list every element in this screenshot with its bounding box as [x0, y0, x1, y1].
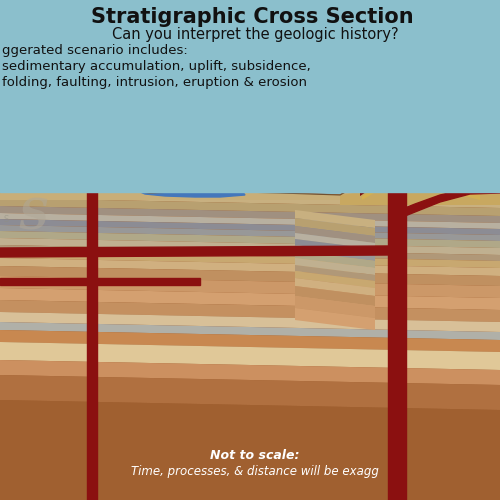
Text: ggerated scenario includes:: ggerated scenario includes: — [2, 44, 188, 57]
Polygon shape — [295, 271, 375, 288]
Polygon shape — [0, 278, 200, 285]
Polygon shape — [0, 213, 500, 229]
Polygon shape — [0, 276, 500, 298]
Polygon shape — [362, 163, 480, 200]
Polygon shape — [388, 152, 406, 500]
Polygon shape — [400, 187, 500, 218]
Polygon shape — [0, 206, 500, 223]
Polygon shape — [360, 156, 480, 196]
Polygon shape — [0, 246, 390, 257]
Polygon shape — [295, 233, 375, 249]
Polygon shape — [295, 251, 375, 268]
Text: sedimentary accumulation, uplift, subsidence,: sedimentary accumulation, uplift, subsid… — [2, 60, 311, 73]
Text: S: S — [4, 215, 9, 224]
Text: Stratigraphic Cross Section: Stratigraphic Cross Section — [90, 7, 413, 27]
Polygon shape — [0, 330, 500, 352]
Polygon shape — [295, 278, 375, 296]
Polygon shape — [0, 266, 500, 286]
Polygon shape — [295, 286, 375, 306]
Polygon shape — [0, 231, 500, 248]
Polygon shape — [0, 375, 500, 410]
Polygon shape — [138, 190, 245, 197]
Polygon shape — [0, 0, 500, 192]
Polygon shape — [295, 210, 375, 228]
Polygon shape — [0, 360, 500, 385]
Polygon shape — [295, 239, 375, 255]
Polygon shape — [0, 219, 500, 235]
Polygon shape — [0, 154, 500, 200]
Text: Can you interpret the geologic history?: Can you interpret the geologic history? — [112, 27, 399, 42]
Text: folding, faulting, intrusion, eruption & erosion: folding, faulting, intrusion, eruption &… — [2, 76, 307, 89]
Polygon shape — [0, 190, 500, 208]
Polygon shape — [0, 0, 500, 192]
Polygon shape — [0, 312, 500, 332]
Polygon shape — [295, 296, 375, 318]
Polygon shape — [0, 238, 500, 255]
Polygon shape — [295, 245, 375, 261]
Polygon shape — [0, 322, 500, 340]
Polygon shape — [0, 288, 500, 310]
Polygon shape — [0, 245, 500, 261]
Polygon shape — [0, 300, 500, 322]
Polygon shape — [295, 226, 375, 243]
Text: Not to scale:: Not to scale: — [210, 449, 300, 462]
Polygon shape — [0, 225, 500, 241]
Polygon shape — [295, 308, 375, 330]
Polygon shape — [0, 154, 500, 500]
Polygon shape — [0, 400, 500, 500]
Polygon shape — [87, 190, 97, 500]
Polygon shape — [295, 258, 375, 275]
Polygon shape — [295, 218, 375, 236]
Polygon shape — [0, 198, 500, 216]
Polygon shape — [340, 152, 500, 205]
Polygon shape — [0, 258, 500, 276]
Text: Time, processes, & distance will be exagg: Time, processes, & distance will be exag… — [131, 465, 379, 478]
Polygon shape — [0, 342, 500, 370]
Polygon shape — [0, 251, 500, 268]
Polygon shape — [295, 265, 375, 281]
Text: S: S — [18, 197, 48, 239]
